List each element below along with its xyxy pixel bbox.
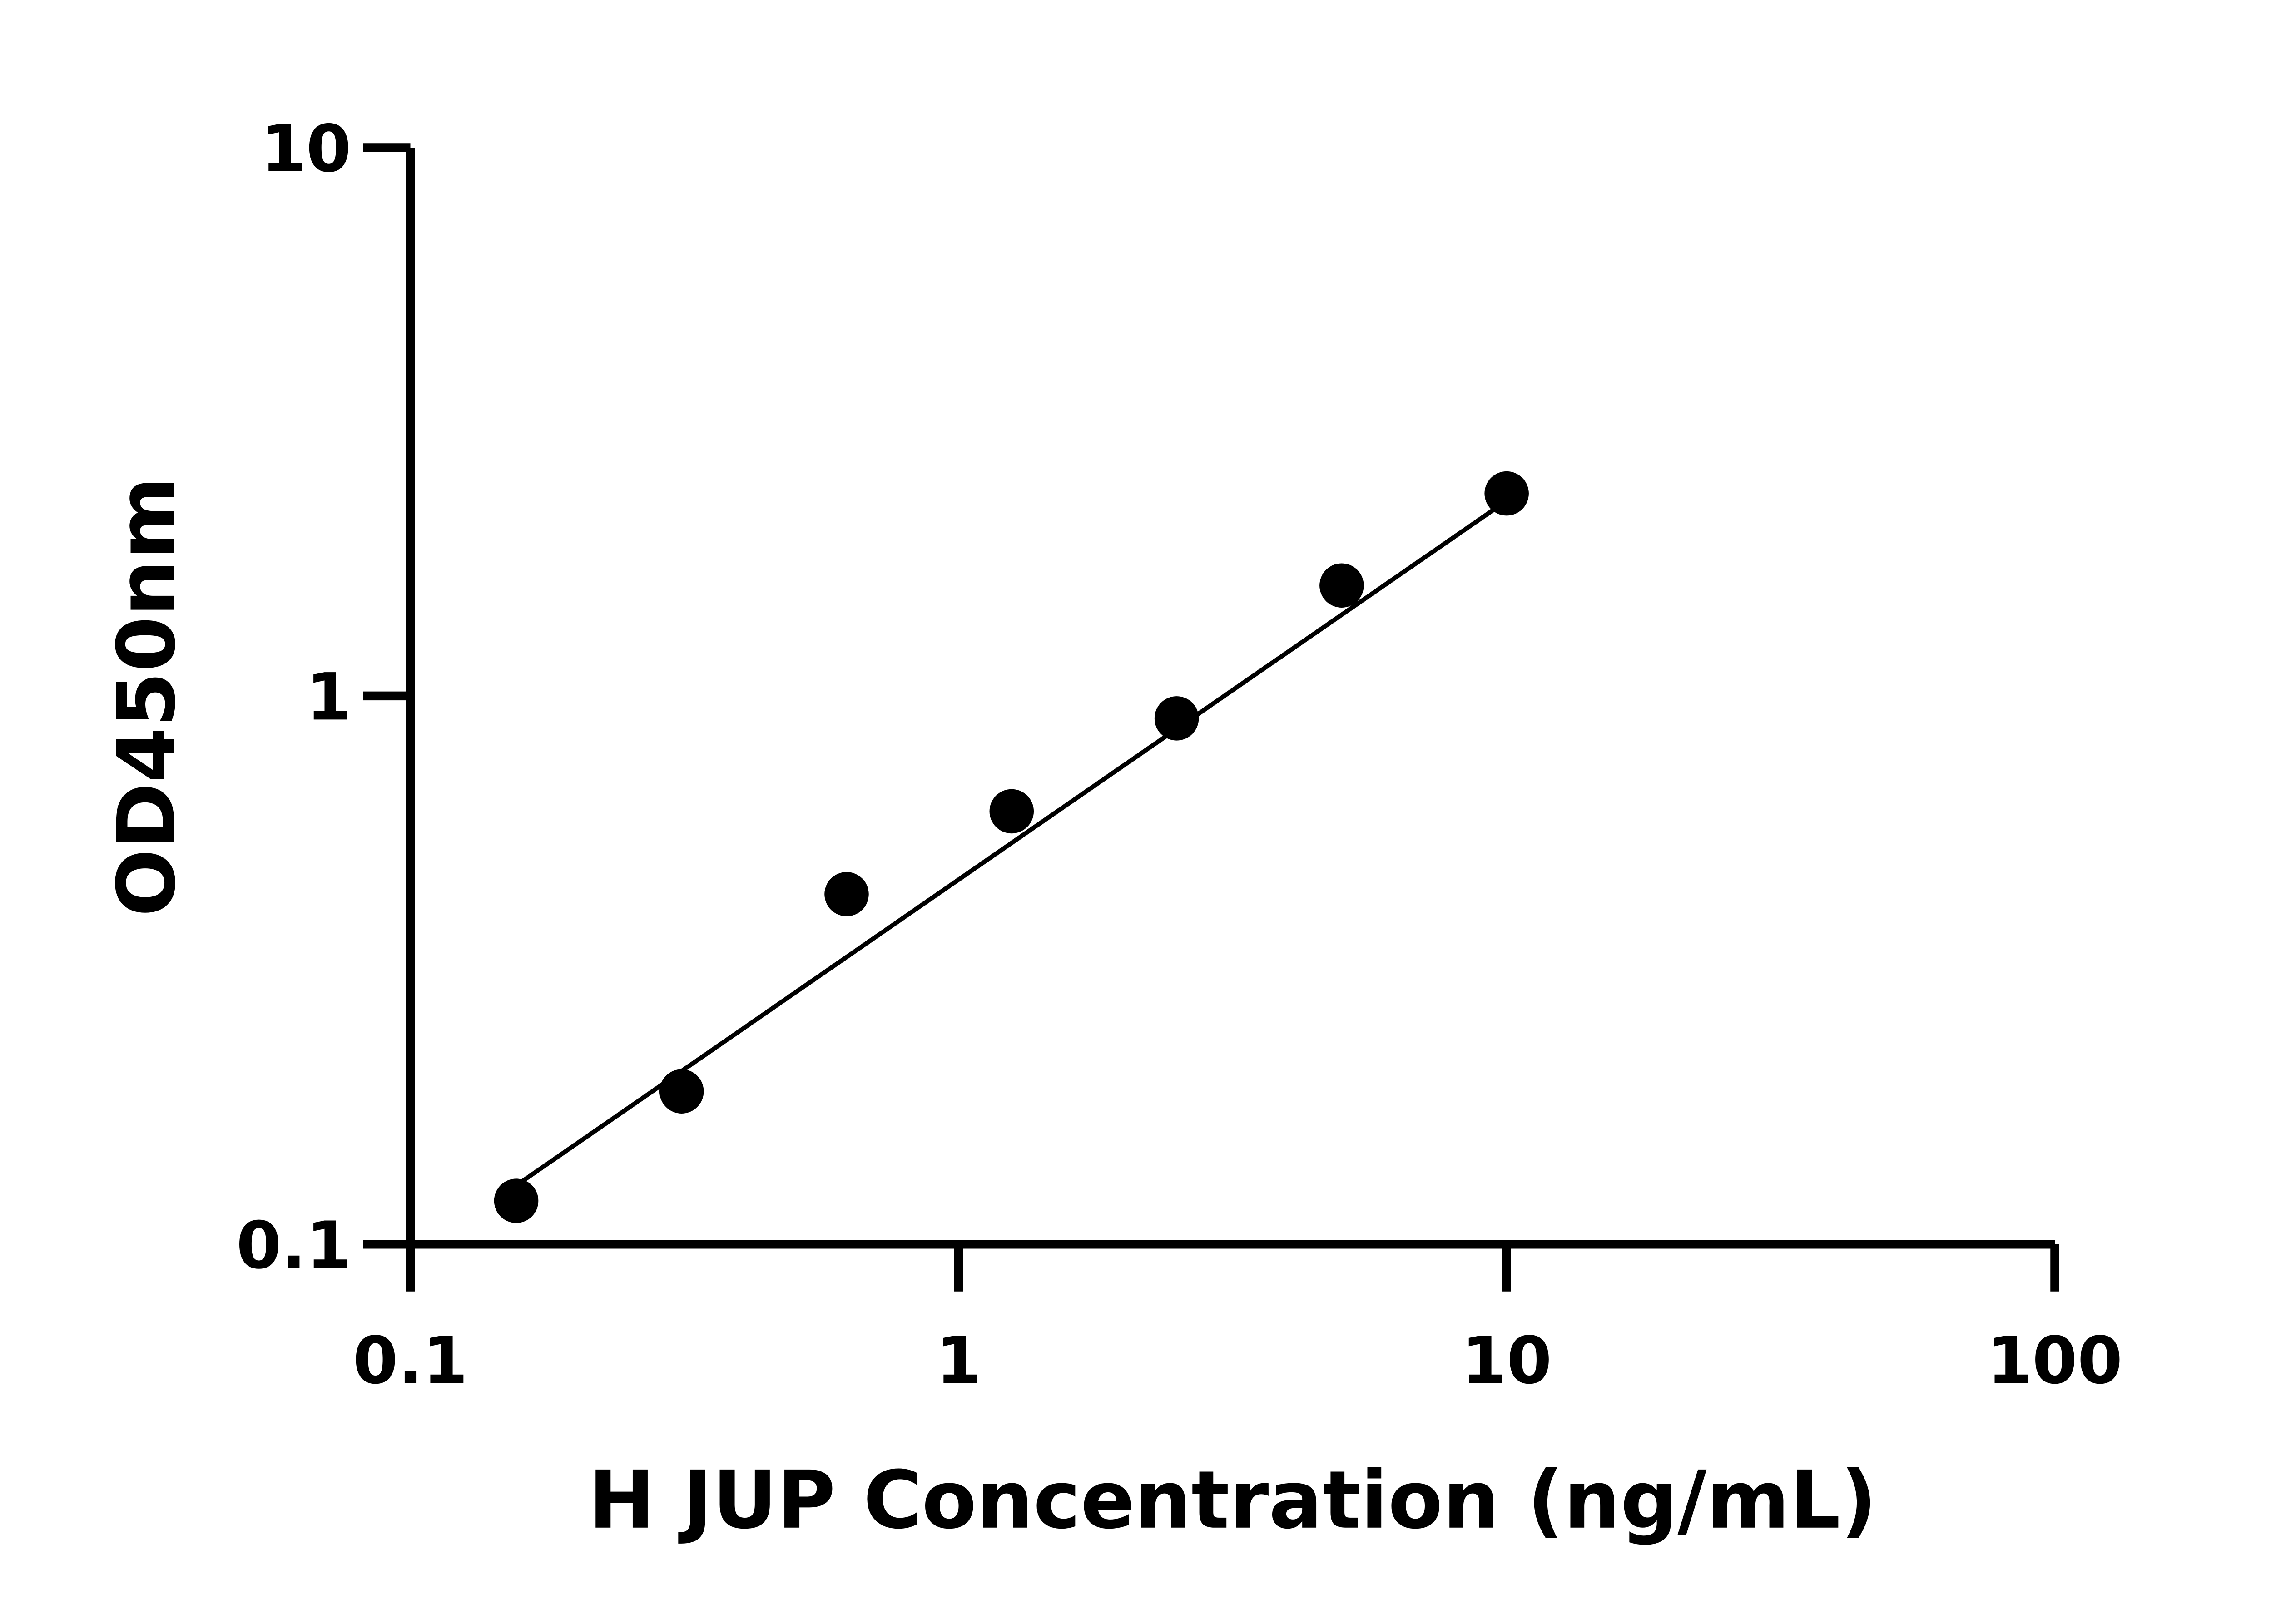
x-axis-label: H JUP Concentration (ng/mL) (588, 1454, 1877, 1547)
data-point (494, 1178, 539, 1223)
data-point (1154, 696, 1199, 741)
data-point (1319, 563, 1364, 608)
x-tick-label: 100 (1987, 1322, 2123, 1398)
y-tick-label: 1 (306, 659, 352, 735)
x-tick-label: 1 (936, 1322, 982, 1398)
y-tick-label: 0.1 (236, 1208, 351, 1283)
x-tick-label: 0.1 (353, 1322, 468, 1398)
data-points (494, 471, 1529, 1223)
y-ticks: 0.1 1 10 (236, 111, 411, 1283)
x-ticks: 0.1 1 10 100 (353, 1244, 2123, 1398)
data-point (989, 789, 1034, 834)
axes (406, 148, 2055, 1249)
y-tick-label: 10 (261, 111, 352, 187)
data-point (659, 1069, 704, 1114)
y-axis-label: OD450nm (100, 476, 193, 916)
data-point (824, 872, 869, 916)
data-point (1484, 471, 1529, 516)
x-tick-label: 10 (1462, 1322, 1552, 1398)
